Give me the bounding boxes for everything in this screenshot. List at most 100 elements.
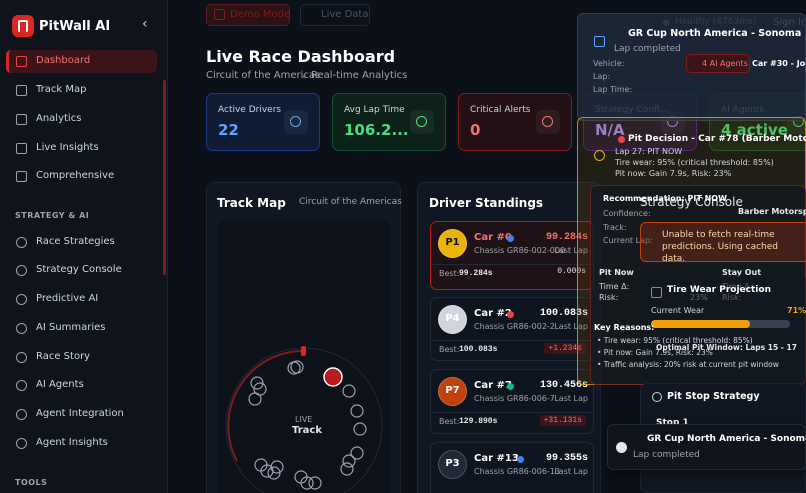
field-label: Confidence: xyxy=(603,209,651,218)
wear-value: 71% xyxy=(787,306,806,315)
section-title: Key Reasons: xyxy=(594,323,655,332)
lap-time: 99.355s xyxy=(545,453,588,464)
collapse-button[interactable]: ‹ xyxy=(142,16,148,32)
section-title: Pit Stop Strategy xyxy=(667,391,760,402)
stat-value: 0 xyxy=(470,121,481,139)
last-lap-label: Last Lap xyxy=(554,394,588,403)
option-label: Pit Now xyxy=(599,268,634,277)
stat-value: 106.2... xyxy=(344,121,409,139)
page-title: Live Race Dashboard xyxy=(206,47,396,66)
icon xyxy=(16,294,27,305)
nav-item[interactable]: AI Agents xyxy=(36,379,84,390)
agents-badge xyxy=(686,54,750,73)
button-label: Live Data xyxy=(321,9,369,20)
icon xyxy=(16,237,27,248)
last-lap-label: Last Lap xyxy=(554,322,588,331)
section-heading: TOOLS xyxy=(15,478,48,487)
demo-mode-button[interactable] xyxy=(206,4,290,26)
start-marker xyxy=(301,346,306,356)
icon xyxy=(16,380,27,391)
position: P4 xyxy=(445,313,460,324)
position: P7 xyxy=(445,385,460,396)
car-color-dot xyxy=(507,311,514,318)
car-dot xyxy=(340,462,354,476)
wear-bar xyxy=(651,320,750,328)
logo xyxy=(12,15,34,37)
last-lap-label: Last Lap xyxy=(554,467,588,476)
lap-time: 130.456s xyxy=(539,380,588,391)
position-badge xyxy=(438,229,467,258)
best-lap: 99.284s xyxy=(459,269,493,278)
alert-title: Pit Decision - Car #78 (Barber Motorspor… xyxy=(628,134,806,144)
lap-time: 99.284s xyxy=(545,232,588,243)
chassis: Chassis GR86-002-000 xyxy=(474,246,566,255)
warning-text: Unable to fetch real-time predictions. U… xyxy=(662,230,778,264)
row-divider xyxy=(431,340,593,341)
field-label: Lap Time: xyxy=(593,85,633,94)
panel-subtitle: Circuit of the Americas xyxy=(299,197,402,207)
icon xyxy=(16,171,27,182)
icon xyxy=(16,323,27,334)
nav-item[interactable]: Race Strategies xyxy=(36,236,115,247)
toast-message: Lap completed xyxy=(633,450,700,460)
icon xyxy=(16,438,27,449)
nav-item[interactable]: AI Summaries xyxy=(36,322,106,333)
section-heading: STRATEGY & AI xyxy=(15,211,90,220)
car-dot xyxy=(248,392,262,406)
nav-item[interactable]: Dashboard xyxy=(36,55,91,66)
track-name: Barber Motorsports xyxy=(738,207,806,216)
track-graphic xyxy=(225,346,383,493)
position: P1 xyxy=(445,237,460,248)
clock-icon xyxy=(652,392,662,402)
car-dot xyxy=(342,454,356,468)
field-label: Track: xyxy=(603,223,627,232)
best-label: Best: xyxy=(439,417,460,426)
nav-item[interactable]: Agent Integration xyxy=(36,408,124,419)
icon xyxy=(214,9,225,20)
car-number: Car #7 xyxy=(474,380,512,391)
best-label: Best: xyxy=(439,345,460,354)
car-number: Car #2 xyxy=(474,308,512,319)
nav-item[interactable]: Comprehensive xyxy=(36,170,115,181)
nav-item[interactable]: Strategy Console xyxy=(36,264,122,275)
nav-item[interactable]: Track Map xyxy=(36,84,87,95)
car-dot xyxy=(300,476,314,490)
recommendation: Recommendation: PIT NOW xyxy=(603,194,727,203)
nav-item[interactable]: Analytics xyxy=(36,113,82,124)
nav-item[interactable]: Agent Insights xyxy=(36,437,108,448)
chassis: Chassis GR86-002-2 xyxy=(474,322,555,331)
brand: PitWall AI xyxy=(39,19,111,34)
car-color-dot xyxy=(507,383,514,390)
stat-card xyxy=(332,93,446,151)
car-marker xyxy=(323,367,343,387)
field-label: Current Lap: xyxy=(603,236,653,245)
position: P3 xyxy=(445,458,460,469)
icon xyxy=(16,352,27,363)
nav-item[interactable]: Race Story xyxy=(36,351,91,362)
map-label: LIVE xyxy=(295,415,313,424)
live-data-button[interactable] xyxy=(300,4,370,26)
nav-item[interactable]: Live Insights xyxy=(36,142,99,153)
stat-label: Critical Alerts xyxy=(470,105,531,115)
field-label: Time Δ: xyxy=(599,282,630,291)
icon xyxy=(651,287,662,298)
sidebar-scroll xyxy=(163,80,166,275)
row-divider xyxy=(431,264,593,265)
icon xyxy=(16,56,27,67)
stat-value: N/A xyxy=(595,121,625,139)
stop-label: Stop 1 xyxy=(656,418,689,428)
icon xyxy=(542,116,553,127)
icon xyxy=(416,116,427,127)
car-color-dot xyxy=(517,456,524,463)
best-lap: 129.890s xyxy=(459,417,498,426)
nav-item[interactable]: Predictive AI xyxy=(36,293,99,304)
icon xyxy=(16,265,27,276)
panel-title: Driver Standings xyxy=(429,196,544,210)
icon xyxy=(16,409,27,420)
alert-line: Tire wear: 95% (critical threshold: 85%) xyxy=(615,158,774,167)
stat-value: 4 active xyxy=(721,121,788,139)
icon xyxy=(16,85,27,96)
row-divider xyxy=(431,412,593,413)
warning-box xyxy=(640,222,806,262)
